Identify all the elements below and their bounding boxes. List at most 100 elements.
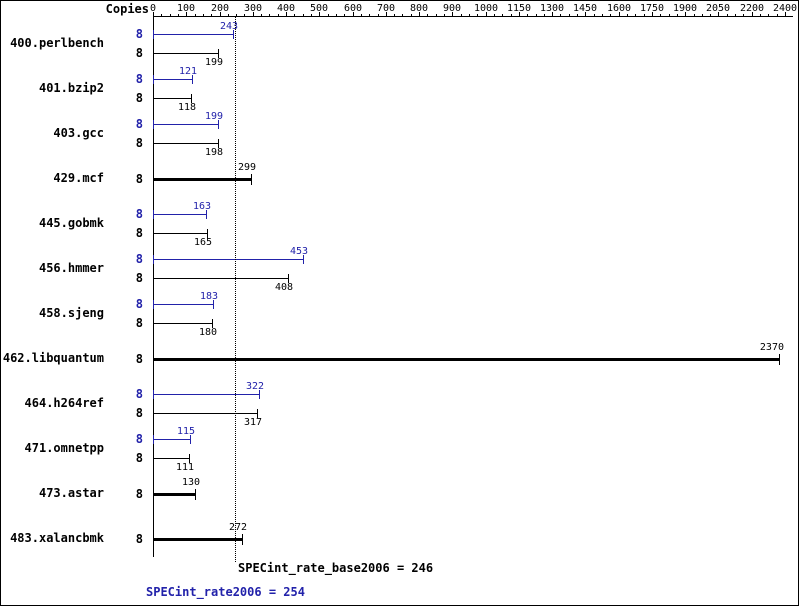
axis-tick	[685, 12, 686, 16]
bar-line	[154, 394, 259, 395]
bar	[153, 489, 196, 500]
peak-value-label: 163	[192, 201, 211, 212]
axis-minor-tick	[278, 14, 279, 16]
axis-minor-tick	[544, 14, 545, 16]
axis-minor-tick	[195, 14, 196, 16]
bar-line	[154, 278, 288, 279]
axis-tick-label: 2400	[772, 3, 798, 14]
benchmark-label: 471.omnetpp	[24, 441, 104, 455]
copies-value: 8	[135, 316, 143, 330]
value-label: 299	[237, 162, 256, 173]
bar	[153, 94, 192, 103]
base-value-label: 118	[177, 102, 196, 113]
copies-value: 8	[135, 136, 143, 150]
axis-tick	[419, 12, 420, 16]
bar	[153, 390, 260, 399]
base-value-label: 180	[198, 327, 217, 338]
bar	[153, 255, 304, 264]
copies-value: 8	[135, 532, 143, 546]
axis-minor-tick	[594, 14, 595, 16]
axis-minor-tick	[560, 14, 561, 16]
bar	[153, 319, 213, 328]
axis-tick-label: 1600	[606, 3, 632, 14]
bar	[153, 229, 208, 238]
axis-minor-tick	[236, 14, 237, 16]
bar-line	[154, 493, 195, 496]
axis-minor-tick	[402, 14, 403, 16]
axis-minor-tick	[511, 14, 512, 16]
bar	[153, 534, 243, 545]
axis-tick-label: 1900	[672, 3, 698, 14]
benchmark-label: 462.libquantum	[2, 351, 104, 365]
bar-line	[154, 538, 242, 541]
bar	[153, 30, 234, 39]
base-value-label: 408	[274, 282, 293, 293]
axis-minor-tick	[228, 14, 229, 16]
axis-minor-tick	[436, 14, 437, 16]
peak-value-label: 243	[219, 21, 238, 32]
bar-line	[154, 34, 233, 35]
axis-tick-label: 400	[276, 3, 296, 14]
copies-value: 8	[135, 117, 143, 131]
axis-tick-label: 300	[243, 3, 263, 14]
axis-minor-tick	[469, 14, 470, 16]
bar-line	[154, 323, 212, 324]
axis-tick	[552, 12, 553, 16]
copies-value: 8	[135, 271, 143, 285]
axis-tick	[319, 12, 320, 16]
axis-minor-tick	[702, 14, 703, 16]
axis-minor-tick	[610, 14, 611, 16]
axis-tick	[652, 12, 653, 16]
axis-minor-tick	[743, 14, 744, 16]
bar-line	[154, 259, 303, 260]
bar	[153, 354, 780, 365]
axis-minor-tick	[760, 14, 761, 16]
axis-minor-tick	[261, 14, 262, 16]
peak-value-label: 115	[176, 426, 195, 437]
bar-line	[154, 214, 206, 215]
axis-minor-tick	[644, 14, 645, 16]
bar	[153, 174, 252, 185]
benchmark-label: 400.perlbench	[10, 36, 104, 50]
axis-tick-label: 1300	[539, 3, 565, 14]
axis-minor-tick	[328, 14, 329, 16]
bar	[153, 409, 258, 418]
peak-value-label: 453	[289, 246, 308, 257]
copies-value: 8	[135, 406, 143, 420]
benchmark-label: 429.mcf	[53, 171, 104, 185]
bar	[153, 139, 219, 148]
copies-value: 8	[135, 226, 143, 240]
benchmark-label: 483.xalancbmk	[10, 531, 104, 545]
axis-tick	[286, 12, 287, 16]
axis-minor-tick	[536, 14, 537, 16]
axis-minor-tick	[178, 14, 179, 16]
copies-value: 8	[135, 27, 143, 41]
bar-line	[154, 304, 213, 305]
axis-tick-label: 0	[149, 3, 157, 14]
bar	[153, 210, 207, 219]
axis-minor-tick	[477, 14, 478, 16]
axis-tick	[585, 12, 586, 16]
bar-line	[154, 98, 191, 99]
axis-tick-label: 1450	[572, 3, 598, 14]
base-metric-label: SPECint_rate_base2006 = 246	[238, 561, 434, 575]
copies-value: 8	[135, 252, 143, 266]
axis-minor-tick	[768, 14, 769, 16]
axis-tick-label: 2200	[739, 3, 765, 14]
benchmark-label: 456.hmmer	[38, 261, 104, 275]
benchmark-label: 445.gobmk	[38, 216, 104, 230]
bar-line	[154, 143, 218, 144]
value-label: 130	[181, 477, 200, 488]
axis-minor-tick	[244, 14, 245, 16]
axis-tick-label: 200	[210, 3, 230, 14]
bar	[153, 274, 289, 283]
axis-minor-tick	[411, 14, 412, 16]
axis-minor-tick	[660, 14, 661, 16]
axis-tick	[452, 12, 453, 16]
axis-tick	[353, 12, 354, 16]
axis-tick	[785, 12, 786, 16]
copies-value: 8	[135, 46, 143, 60]
axis-minor-tick	[710, 14, 711, 16]
axis-minor-tick	[727, 14, 728, 16]
